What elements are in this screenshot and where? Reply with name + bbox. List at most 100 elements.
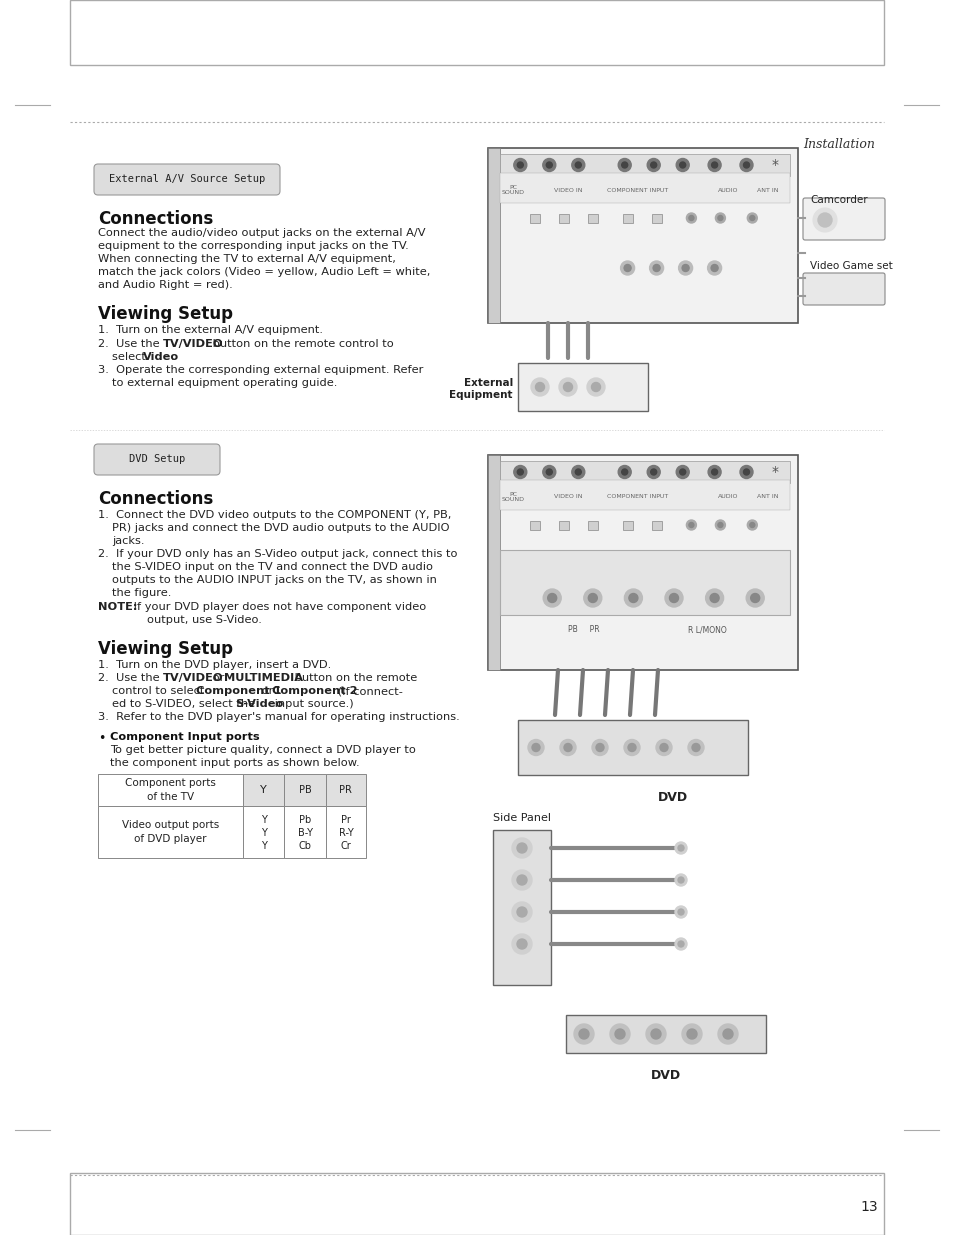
Bar [70,0,883,65]
Text: the component input ports as shown below.: the component input ports as shown below… [110,758,359,768]
Text: Connect the audio/video output jacks on the external A/V: Connect the audio/video output jacks on … [98,228,425,238]
FancyBboxPatch shape [94,445,220,475]
Circle shape [621,469,627,475]
Circle shape [722,1029,732,1039]
Circle shape [688,522,693,527]
Bar [284,806,326,858]
Bar [499,480,789,510]
Circle shape [749,522,754,527]
Circle shape [591,383,599,391]
Text: External A/V Source Setup: External A/V Source Setup [109,174,265,184]
Circle shape [628,594,638,603]
Text: PR) jacks and connect the DVD audio outputs to the AUDIO: PR) jacks and connect the DVD audio outp… [112,522,449,534]
Text: outputs to the AUDIO INPUT jacks on the TV, as shown in: outputs to the AUDIO INPUT jacks on the … [112,576,436,585]
Circle shape [675,906,686,918]
Text: ANT IN: ANT IN [757,188,778,193]
Circle shape [542,158,556,172]
Bar [284,774,326,806]
Circle shape [546,469,552,475]
Circle shape [686,1029,697,1039]
Bar [651,214,661,224]
Bar [499,461,789,483]
Bar [529,214,539,224]
Text: Y: Y [260,785,267,795]
Text: *: * [771,466,779,479]
Text: .: . [171,352,174,362]
Circle shape [542,589,560,606]
Text: input source.): input source.) [271,699,354,709]
Text: 13: 13 [860,1200,877,1214]
Bar [70,1173,883,1235]
Circle shape [705,589,722,606]
Text: 2.  Use the: 2. Use the [98,673,163,683]
Text: match the jack colors (Video = yellow, Audio Left = white,: match the jack colors (Video = yellow, A… [98,267,430,277]
Text: 2.  Use the: 2. Use the [98,338,163,350]
Circle shape [624,589,641,606]
Circle shape [615,1029,624,1039]
Circle shape [646,158,659,172]
Circle shape [678,877,683,883]
Circle shape [678,261,692,275]
Text: 1.  Turn on the external A/V equipment.: 1. Turn on the external A/V equipment. [98,325,323,335]
Bar [98,774,242,806]
Bar [499,173,789,203]
Text: B-Y: B-Y [297,827,313,839]
Bar [517,363,647,411]
Text: 2.  If your DVD only has an S-Video output jack, connect this to: 2. If your DVD only has an S-Video outpu… [98,550,457,559]
Circle shape [563,743,572,752]
Circle shape [678,909,683,915]
Bar [488,454,499,671]
Circle shape [559,740,576,756]
Text: When connecting the TV to external A/V equipment,: When connecting the TV to external A/V e… [98,254,395,264]
Text: Side Panel: Side Panel [493,813,551,823]
Text: R L/MONO: R L/MONO [687,625,726,635]
Circle shape [707,466,720,478]
Circle shape [588,594,597,603]
Circle shape [527,740,543,756]
Circle shape [512,839,532,858]
Text: •: • [98,732,105,745]
Text: TV/VIDEO: TV/VIDEO [163,338,223,350]
Circle shape [653,264,659,272]
Text: COMPONENT INPUT: COMPONENT INPUT [607,494,668,499]
Circle shape [645,1024,665,1044]
Bar [517,720,747,776]
Circle shape [685,520,696,530]
Text: select: select [112,352,150,362]
Circle shape [578,1029,588,1039]
Text: Connections: Connections [98,210,213,228]
Circle shape [586,378,604,396]
Circle shape [675,842,686,853]
Text: AUDIO: AUDIO [717,188,738,193]
Circle shape [571,466,584,478]
Bar [622,214,632,224]
Text: MULTIMEDIA: MULTIMEDIA [224,673,303,683]
Text: External: External [463,378,513,388]
Text: AUDIO: AUDIO [717,494,738,499]
Text: control to select: control to select [112,685,208,697]
Circle shape [512,902,532,923]
Circle shape [514,158,526,172]
Circle shape [646,466,659,478]
Circle shape [742,469,749,475]
Circle shape [745,589,763,606]
Text: Cr: Cr [340,841,351,851]
Circle shape [669,594,678,603]
Bar [499,550,789,615]
Text: ed to S-VIDEO, select the: ed to S-VIDEO, select the [112,699,258,709]
Circle shape [707,158,720,172]
Text: Viewing Setup: Viewing Setup [98,305,233,324]
Bar [488,148,797,324]
Circle shape [592,740,607,756]
Text: Cb: Cb [298,841,312,851]
Circle shape [620,261,634,275]
Circle shape [718,215,722,221]
Text: Y: Y [260,841,266,851]
Text: (If connect-: (If connect- [334,685,402,697]
Circle shape [517,939,526,948]
Text: PR: PR [339,785,352,795]
Circle shape [535,383,544,391]
Circle shape [687,740,703,756]
Text: and Audio Right = red).: and Audio Right = red). [98,280,233,290]
Text: Video: Video [143,352,179,362]
